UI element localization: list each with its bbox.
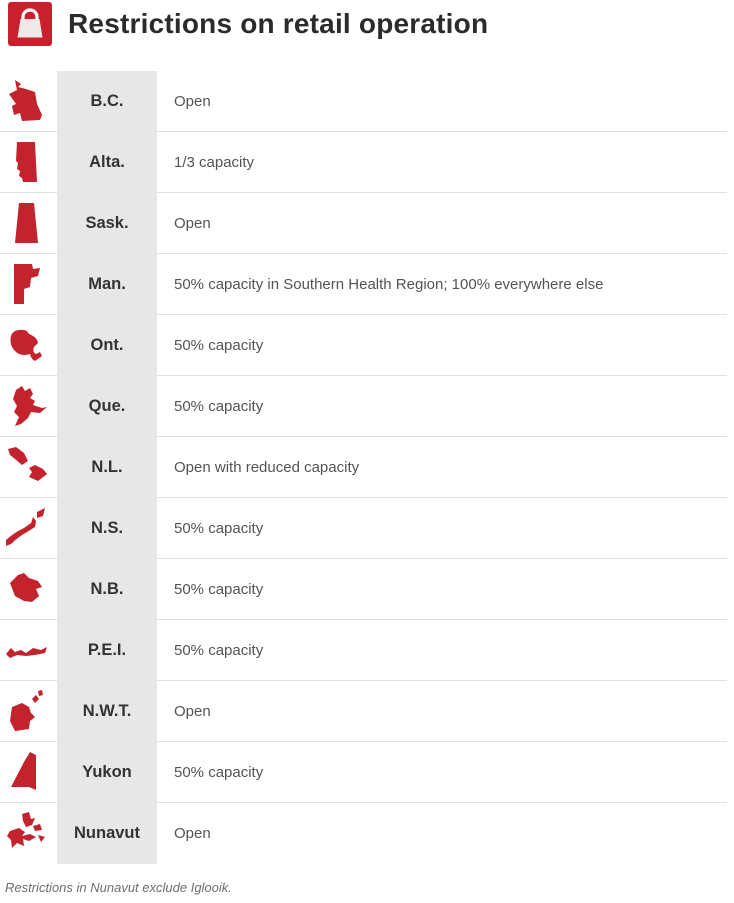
province-label: N.S. <box>57 498 157 559</box>
province-label: Ont. <box>57 315 157 376</box>
province-map-cell <box>0 132 57 193</box>
nb-map-icon <box>10 572 42 602</box>
table-row: P.E.I. 50% capacity <box>0 620 727 681</box>
header-icon-badge <box>8 2 52 46</box>
table-row: Que. 50% capacity <box>0 376 727 437</box>
que-map-icon <box>13 385 47 426</box>
province-map-cell <box>0 71 57 132</box>
province-label: Que. <box>57 376 157 437</box>
sask-map-icon <box>15 202 38 243</box>
province-label: N.L. <box>57 437 157 498</box>
province-label: P.E.I. <box>57 620 157 681</box>
man-map-icon <box>14 263 40 304</box>
province-label: Sask. <box>57 193 157 254</box>
restriction-text: 50% capacity <box>174 398 264 415</box>
province-map-cell <box>0 559 57 620</box>
restriction-text: 50% capacity <box>174 520 264 537</box>
restriction-text: 50% capacity <box>174 337 264 354</box>
page-title: Restrictions on retail operation <box>68 8 489 39</box>
pei-map-icon <box>6 646 47 658</box>
restriction-text: 1/3 capacity <box>174 154 255 171</box>
ont-map-icon <box>10 329 42 361</box>
restriction-text: 50% capacity <box>174 764 264 781</box>
province-map-cell <box>0 254 57 315</box>
table-row: Nunavut Open <box>0 803 727 864</box>
province-map-cell <box>0 193 57 254</box>
bc-map-icon <box>9 79 42 121</box>
yukon-map-icon <box>11 751 36 790</box>
restriction-text: Open with reduced capacity <box>174 459 360 476</box>
province-label: B.C. <box>57 71 157 132</box>
table-row: N.L. Open with reduced capacity <box>0 437 727 498</box>
nunavut-map-icon <box>7 811 45 848</box>
province-map-cell <box>0 376 57 437</box>
header: Restrictions on retail operation <box>0 0 734 46</box>
table-row: N.B. 50% capacity <box>0 559 727 620</box>
footnote: Restrictions in Nunavut exclude Iglooik. <box>5 880 232 895</box>
table-row: Sask. Open <box>0 193 727 254</box>
province-label: N.B. <box>57 559 157 620</box>
table-row: B.C. Open <box>0 71 727 132</box>
restriction-text: 50% capacity <box>174 642 264 659</box>
ns-map-icon <box>6 507 45 546</box>
restriction-text: 50% capacity in Southern Health Region; … <box>174 276 604 293</box>
shopping-bag-icon <box>17 8 43 38</box>
province-label: Alta. <box>57 132 157 193</box>
restriction-text: 50% capacity <box>174 581 264 598</box>
nl-map-icon <box>8 446 47 481</box>
table-row: Man. 50% capacity in Southern Health Reg… <box>0 254 727 315</box>
province-map-cell <box>0 681 57 742</box>
restrictions-table: B.C. Open Alta. 1/3 capacity Sask. Open … <box>0 71 734 864</box>
alta-map-icon <box>16 141 37 182</box>
table-row: Ont. 50% capacity <box>0 315 727 376</box>
province-map-cell <box>0 437 57 498</box>
province-label: Nunavut <box>57 803 157 864</box>
table-row: Alta. 1/3 capacity <box>0 132 727 193</box>
province-map-cell <box>0 803 57 864</box>
province-label: Man. <box>57 254 157 315</box>
province-label: N.W.T. <box>57 681 157 742</box>
restriction-text: Open <box>174 215 211 232</box>
province-map-cell <box>0 742 57 803</box>
province-map-cell <box>0 620 57 681</box>
table-row: N.W.T. Open <box>0 681 727 742</box>
restriction-text: Open <box>174 703 211 720</box>
restriction-text: Open <box>174 825 211 842</box>
table-row: N.S. 50% capacity <box>0 498 727 559</box>
province-map-cell <box>0 315 57 376</box>
province-label: Yukon <box>57 742 157 803</box>
nwt-map-icon <box>10 689 43 731</box>
table-row: Yukon 50% capacity <box>0 742 727 803</box>
province-map-cell <box>0 498 57 559</box>
restriction-text: Open <box>174 93 211 110</box>
